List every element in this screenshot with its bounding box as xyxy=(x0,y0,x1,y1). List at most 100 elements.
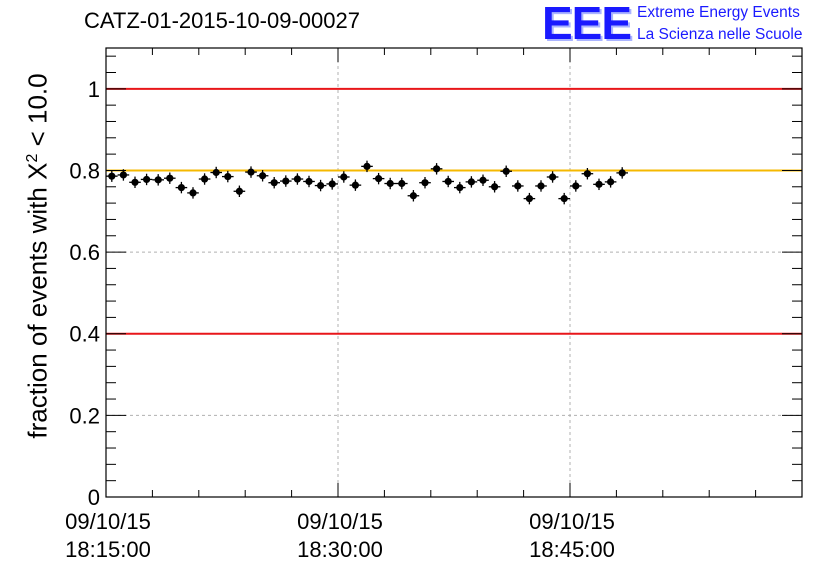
data-point xyxy=(407,190,420,202)
point-marker xyxy=(607,178,615,186)
y-tick-label: 0 xyxy=(88,485,100,510)
eee-logo: EEE Extreme Energy Events La Scienza nel… xyxy=(542,0,832,48)
point-marker xyxy=(270,179,278,187)
y-tick-label: 0.2 xyxy=(69,403,100,428)
point-marker xyxy=(583,170,592,178)
data-point xyxy=(570,180,582,192)
reference-lines-layer xyxy=(106,87,802,335)
point-marker xyxy=(201,175,209,183)
data-point xyxy=(256,170,269,182)
point-marker xyxy=(456,183,464,192)
point-marker xyxy=(433,165,441,173)
data-point xyxy=(361,160,373,173)
point-marker xyxy=(235,187,243,195)
data-point xyxy=(488,181,501,193)
data-point xyxy=(465,176,478,188)
point-marker xyxy=(305,177,313,186)
point-marker xyxy=(119,171,127,179)
point-marker xyxy=(363,162,371,170)
data-point xyxy=(326,178,338,190)
chart-title: CATZ-01-2015-10-09-00027 xyxy=(84,8,360,33)
plot-frame xyxy=(105,47,803,498)
point-marker xyxy=(595,180,603,188)
point-marker xyxy=(317,181,325,190)
y-tick-label: 0.4 xyxy=(69,322,100,347)
data-point xyxy=(233,185,246,197)
y-tick-label: 0.6 xyxy=(69,240,100,265)
data-point xyxy=(372,172,385,185)
point-marker xyxy=(618,169,626,177)
data-point xyxy=(303,175,315,188)
point-marker xyxy=(560,195,568,203)
point-marker xyxy=(421,179,429,187)
point-marker xyxy=(247,168,255,176)
data-point xyxy=(280,175,292,187)
data-point xyxy=(349,179,362,191)
point-marker xyxy=(259,172,267,180)
data-point xyxy=(175,181,188,194)
point-marker xyxy=(549,173,557,181)
x-tick-time-label: 18:15:00 xyxy=(65,537,151,562)
data-point xyxy=(314,179,327,192)
point-marker xyxy=(282,177,290,185)
point-marker xyxy=(502,167,510,175)
point-marker xyxy=(108,172,116,180)
data-point xyxy=(593,178,605,191)
x-tick-date-label: 09/10/15 xyxy=(297,509,383,534)
data-point xyxy=(291,173,304,185)
y-tick-label: 1 xyxy=(88,77,100,102)
point-marker xyxy=(224,172,232,181)
data-point xyxy=(558,192,570,205)
tick-labels-layer: 0 0.2 0.4 0.6 0.8 1 09/10/15 18:15:00 09/10/15 18… xyxy=(65,77,615,562)
data-point xyxy=(500,165,512,177)
data-point xyxy=(152,174,164,186)
data-point xyxy=(616,167,628,179)
point-marker xyxy=(340,173,348,181)
point-marker xyxy=(154,176,162,184)
point-marker xyxy=(143,175,151,184)
data-point xyxy=(384,177,396,190)
point-marker xyxy=(351,181,359,189)
point-marker xyxy=(467,178,475,186)
logo-line-1: Extreme Energy Events xyxy=(637,4,800,21)
data-point xyxy=(140,173,153,186)
point-marker xyxy=(409,192,417,200)
point-marker xyxy=(444,177,452,186)
data-point xyxy=(535,180,547,192)
axes-layer xyxy=(105,47,803,498)
data-point xyxy=(523,192,536,205)
data-point xyxy=(268,176,280,189)
data-point xyxy=(164,172,176,184)
point-marker xyxy=(479,176,487,184)
x-tick-time-label: 18:30:00 xyxy=(297,537,383,562)
data-point xyxy=(245,166,257,178)
data-point xyxy=(187,187,199,199)
point-marker xyxy=(514,182,522,190)
x-tick-date-label: 09/10/15 xyxy=(529,509,615,534)
data-point xyxy=(581,168,594,180)
data-point xyxy=(129,176,141,189)
data-point xyxy=(396,177,408,190)
point-marker xyxy=(166,174,174,182)
point-marker xyxy=(537,182,545,190)
point-marker xyxy=(572,182,580,190)
data-point xyxy=(454,181,466,194)
point-marker xyxy=(491,183,499,191)
point-marker xyxy=(212,168,220,177)
x-tick-time-label: 18:45:00 xyxy=(529,537,615,562)
logo-line-2: La Scienza nelle Scuole xyxy=(637,26,803,43)
data-point xyxy=(512,180,524,192)
data-point xyxy=(117,169,130,181)
point-marker xyxy=(375,175,383,183)
data-point xyxy=(338,171,350,183)
data-point xyxy=(106,170,118,182)
y-tick-label: 0.8 xyxy=(69,158,100,183)
point-marker xyxy=(189,189,197,197)
data-point xyxy=(198,173,211,185)
data-point xyxy=(222,170,234,183)
data-point xyxy=(546,171,559,183)
data-point xyxy=(442,175,454,188)
point-marker xyxy=(131,178,139,186)
point-marker xyxy=(386,179,394,188)
